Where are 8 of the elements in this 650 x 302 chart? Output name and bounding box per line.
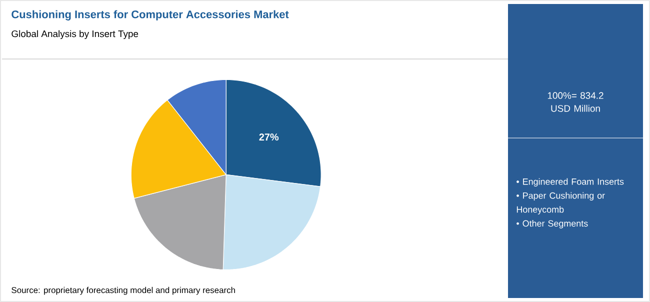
source-note: Source: proprietary forecasting model and primary research [12, 286, 235, 295]
text: • Paper Cushioning or Honeycomb [516, 192, 605, 214]
chart-subtitle: Global Analysis by Insert Type [12, 30, 138, 40]
text: 100%= 834.2 USD Million [548, 92, 604, 112]
text: • Engineered Foam Inserts [516, 178, 624, 187]
chart-title: Cushioning Inserts for Computer Accessories Market [12, 10, 289, 20]
text: • Other Segments [516, 220, 588, 228]
data-label: 27% [259, 133, 279, 141]
